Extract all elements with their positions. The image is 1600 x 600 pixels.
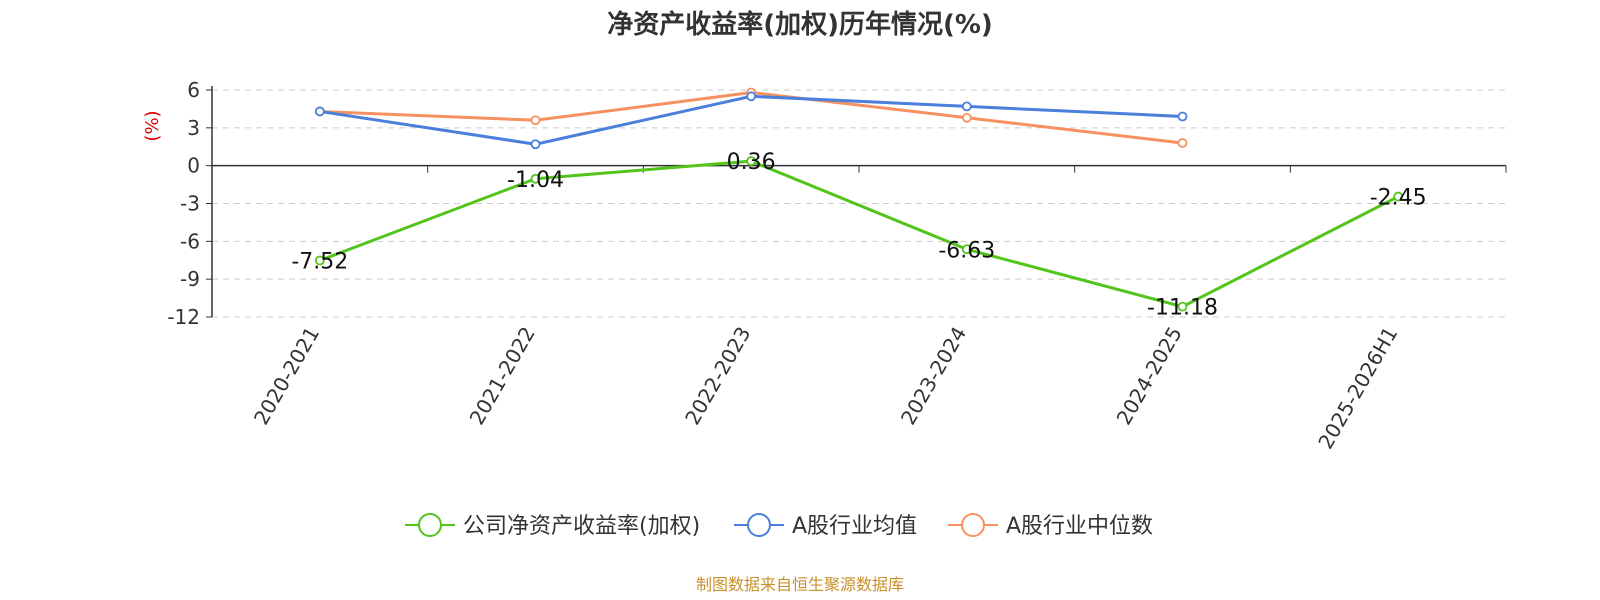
y-tick-label: -6: [180, 229, 200, 253]
legend-marker: [747, 513, 771, 537]
data-label: -2.45: [1370, 186, 1427, 211]
y-tick-label: -12: [167, 305, 200, 329]
data-point: [1177, 138, 1188, 148]
data-label: -1.04: [507, 168, 564, 193]
data-label: -11.18: [1147, 296, 1218, 321]
y-tick-label: 6: [187, 78, 200, 102]
axes: 6 3 0 -3 -6 -9 -12 2020-2021 2021-2022 2022-2023 2…: [167, 78, 1507, 453]
legend-label: 公司净资产收益率(加权): [463, 514, 700, 539]
legend-marker: [961, 513, 985, 537]
data-point: [1177, 301, 1188, 312]
data-point: [746, 156, 757, 167]
data-point: [530, 139, 541, 150]
x-tick-label: 2020-2021: [249, 323, 324, 429]
data-point: [961, 244, 972, 255]
data-point: [314, 255, 325, 266]
data-label: -6.63: [938, 238, 995, 263]
legend-marker: [418, 513, 442, 537]
y-tick-label: 3: [187, 116, 200, 140]
legend: 公司净资产收益率(加权) A股行业均值 A股行业中位数: [405, 513, 1153, 539]
legend-label: A股行业均值: [792, 514, 917, 539]
x-tick-label: 2025-2026H1: [1313, 323, 1402, 453]
data-point: [1393, 191, 1404, 202]
x-tick-label: 2021-2022: [465, 323, 540, 429]
x-tick-label: 2023-2024: [896, 322, 971, 428]
data-point: [530, 173, 541, 184]
chart-title: 净资产收益率(加权)历年情况(%): [607, 9, 993, 40]
data-point: [314, 106, 325, 117]
x-tick-label: 2022-2023: [680, 323, 755, 429]
source-note: 制图数据来自恒生聚源数据库: [696, 575, 904, 594]
y-tick-label: 0: [187, 154, 200, 178]
data-point: [746, 91, 757, 102]
data-point: [961, 101, 972, 112]
data-label: 0.36: [727, 150, 776, 175]
x-tick-label: 2024-2025: [1112, 323, 1187, 429]
data-point: [961, 112, 972, 123]
y-tick-label: -3: [180, 192, 200, 216]
data-point: [530, 115, 541, 126]
data-labels: -7.52 -1.04 0.36 -6.63 -11.18 -2.45: [291, 150, 1426, 321]
grid-lines: [212, 89, 1506, 318]
y-tick-label: -9: [180, 267, 200, 291]
series-line: [319, 94, 1183, 146]
series-line: [319, 159, 1399, 309]
y-axis-label: (%): [142, 110, 163, 141]
series-layer: [314, 87, 1404, 312]
data-label: -7.52: [291, 250, 348, 275]
legend-label: A股行业中位数: [1006, 514, 1153, 539]
data-point: [1177, 111, 1188, 122]
